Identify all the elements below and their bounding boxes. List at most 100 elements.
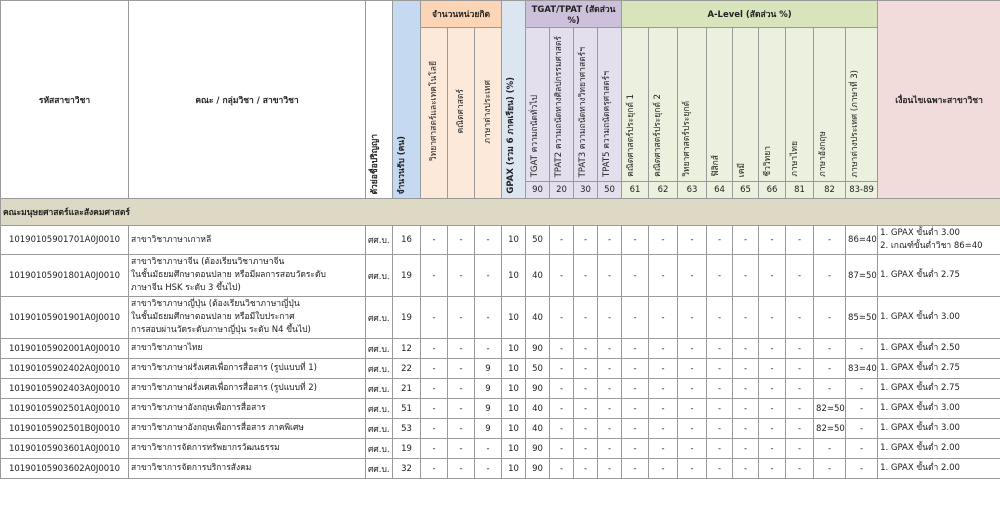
cell-text: - [770,383,774,394]
cell-text: - [607,403,612,414]
alevel-cell: - [621,358,650,379]
alevel-column-header: ภาษาไทย [785,27,815,182]
seats-cell: 22 [392,358,421,379]
cell-text: - [633,363,637,374]
cell-text: - [559,343,564,354]
cell-text: 53 [401,423,412,434]
header-text: ชีววิทยา [763,146,774,177]
credit-cell: - [420,458,448,479]
alevel-cell: - [677,296,708,339]
name-cell: สาขาวิชาภาษาญี่ปุ่น (ต้องเรียนวิชาภาษาญี… [128,296,366,339]
cell-text: ศศ.บ. [368,271,390,282]
cell-text: 10 [508,463,519,474]
alevel-cell: - [621,458,650,479]
cell-text: - [690,423,694,434]
cell-text: - [459,403,463,414]
conditions-cell: 1. GPAX ขั้นต่ำ 3.00 [877,398,1000,419]
header-text: คณิตศาสตร์ประยุกต์ 1 [626,94,637,177]
header-text: 65 [740,185,751,195]
header-text: ภาษาอังกฤษ [818,131,829,177]
credit-cell: - [473,296,503,339]
alevel-code: 81 [785,181,815,199]
code-cell: 10190105902501A0J0010 [0,398,129,419]
cell-text: - [607,312,612,323]
alevel-cell: - [677,398,708,419]
gpax-cell: 10 [501,338,527,359]
cell-text: 10 [508,423,519,434]
tgat-cell: - [573,378,599,399]
alevel-cell: 82=50 [813,398,847,419]
degree-cell: ศศ.บ. [365,338,393,359]
alevel-cell: - [677,378,708,399]
alevel-cell: - [677,338,708,359]
name-cell: สาขาวิชาภาษาอังกฤษเพื่อการสื่อสาร ภาคพิเ… [128,418,366,439]
header-text: ตัวย่อชื่อปริญญา [370,133,380,194]
tgat-cell: - [549,378,575,399]
alevel-code: 82 [813,181,847,199]
tgat-cell: 90 [525,378,551,399]
cell-text: - [827,235,832,245]
condition-line: 1. GPAX ขั้นต่ำ 2.75 [880,382,998,395]
alevel-cell: - [677,225,708,255]
alevel-cell: - [785,398,815,419]
cell-text: 1. GPAX ขั้นต่ำ 3.00 [880,312,960,322]
cell-text: - [717,463,722,474]
cell-text: - [432,383,436,394]
name-line: สาขาวิชาภาษาเกาหลี [131,234,363,247]
alevel-cell: 86=40 [845,225,879,255]
cell-text: - [827,463,832,474]
cell-text: สาขาวิชาภาษาอังกฤษเพื่อการสื่อสาร [131,403,266,413]
cell-text: - [797,463,802,474]
alevel-cell: - [677,458,708,479]
cell-text: - [607,270,612,281]
name-cell: สาขาวิชาการจัดการทรัพยากรวัฒนธรรม [128,438,366,459]
cell-text: 1. GPAX ขั้นต่ำ 3.00 [880,403,960,413]
header-text: 64 [714,185,725,195]
alevel-cell: - [648,338,679,359]
alevel-cell: - [758,378,787,399]
cell-text: 10 [508,312,519,323]
alevel-header: A-Level (สัดส่วน %) [621,0,879,28]
cell-text: 10190105903602A0J0010 [8,463,121,474]
name-line: สาขาวิชาภาษาอังกฤษเพื่อการสื่อสาร ภาคพิเ… [131,422,363,435]
conditions-header: เงื่อนไขเฉพาะสาขาวิชา [877,0,1000,199]
condition-line: 1. GPAX ขั้นต่ำ 2.75 [880,362,998,375]
cell-text: - [770,423,774,434]
alevel-code: 65 [732,181,760,199]
name-line: สาขาวิชาการจัดการบริการสังคม [131,462,363,475]
cell-text: - [459,270,463,281]
cell-text: - [583,270,588,281]
alevel-cell: - [648,398,679,419]
cell-text: - [559,312,564,323]
cell-text: - [797,383,802,394]
seats-cell: 16 [392,225,421,255]
tgat-cell: - [597,398,623,419]
cell-text: - [797,235,802,245]
cell-text: - [797,312,802,323]
alevel-cell: - [732,225,760,255]
tgat-code: 30 [573,181,599,199]
alevel-cell: - [813,378,847,399]
cell-text: - [690,270,694,281]
cell-text: - [486,270,490,281]
tgat-cell: - [573,225,599,255]
tgat-cell: - [549,225,575,255]
cell-text: - [797,270,802,281]
alevel-cell: - [732,438,760,459]
credit-cell: - [420,358,448,379]
alevel-cell: - [845,398,879,419]
credit-cell: 9 [473,358,503,379]
alevel-cell: - [732,418,760,439]
header-text: วิทยาศาสตร์ประยุกต์ [682,101,693,177]
cell-text: - [633,235,637,245]
alevel-cell: - [706,458,734,479]
degree-cell: ศศ.บ. [365,358,393,379]
cell-text: 10190105901901A0J0010 [8,312,121,323]
seats-cell: 19 [392,254,421,297]
cell-text: 10190105903601A0J0010 [8,443,121,454]
cell-text: 40 [532,423,543,434]
tgat-column-header: TGAT ความถนัดทั่วไป [525,27,551,182]
tgat-cell: 40 [525,398,551,419]
name-line: สาขาวิชาภาษาไทย [131,342,363,355]
cell-text: - [717,270,722,281]
